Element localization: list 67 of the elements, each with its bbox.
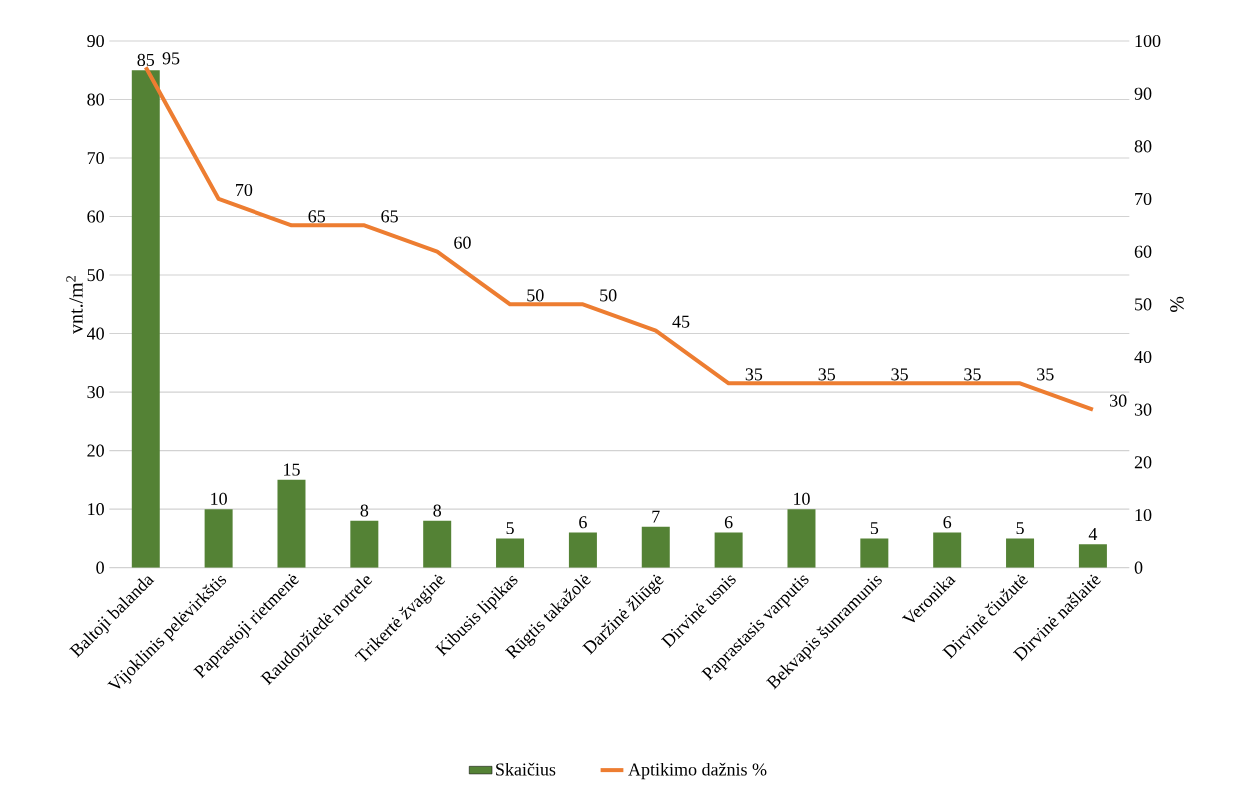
bar <box>714 532 743 568</box>
y2-tick-label: 50 <box>1135 298 1152 311</box>
y2-tick-label: 90 <box>1134 87 1152 100</box>
y2-tick-label: 40 <box>1134 350 1152 364</box>
y-tick-label: 30 <box>87 386 104 399</box>
y-tick-label: 0 <box>96 561 104 574</box>
data-label: 6 <box>579 516 587 529</box>
y2-tick-label: 0 <box>1134 561 1143 574</box>
data-label: 35 <box>745 368 763 381</box>
bar <box>423 520 452 568</box>
y-tick-label: 50 <box>87 268 104 282</box>
data-label: 70 <box>236 183 253 197</box>
y2-tick-label: 70 <box>1135 192 1152 206</box>
bar <box>277 479 306 568</box>
bar <box>933 532 962 568</box>
y2-tick-label: 60 <box>1134 245 1152 258</box>
data-label: 15 <box>284 463 300 476</box>
data-label: 10 <box>211 492 227 505</box>
bar <box>568 532 597 568</box>
data-label: 8 <box>433 504 442 517</box>
y2-tick-label: 100 <box>1135 34 1161 48</box>
legend-label: Aptikimo dažnis % <box>628 762 767 780</box>
bar <box>1006 538 1035 568</box>
bar <box>131 70 160 568</box>
bar <box>787 509 816 568</box>
data-label: 95 <box>162 52 180 65</box>
bar <box>1078 544 1107 568</box>
bar <box>496 538 525 568</box>
data-label: 4 <box>1088 528 1098 540</box>
y-tick-label: 80 <box>87 93 104 106</box>
y2-tick-label: 80 <box>1134 140 1152 153</box>
data-label: 8 <box>360 504 369 517</box>
data-label: 5 <box>1016 522 1024 535</box>
y-tick-label: 60 <box>87 210 104 223</box>
y-tick-label: 10 <box>88 503 104 516</box>
y-tick-label: 40 <box>86 327 104 340</box>
data-label: 35 <box>964 368 981 381</box>
data-label: 6 <box>943 516 952 529</box>
y2-axis-title: % <box>1170 296 1184 312</box>
data-label: 6 <box>724 516 733 529</box>
data-label: 35 <box>818 368 836 381</box>
data-label: 7 <box>652 510 660 523</box>
y2-tick-label: 10 <box>1135 508 1152 522</box>
legend-label: Skaičius <box>496 762 556 776</box>
data-label: 60 <box>454 236 471 249</box>
data-label: 5 <box>506 522 514 535</box>
data-label: 65 <box>308 210 326 223</box>
data-label: 50 <box>527 289 544 302</box>
data-label: 45 <box>672 315 690 328</box>
data-label: 10 <box>794 492 810 505</box>
data-label: 35 <box>1037 368 1054 381</box>
bar <box>641 526 670 568</box>
data-label: 35 <box>891 368 908 381</box>
bar <box>204 509 233 568</box>
data-label: 30 <box>1110 394 1127 407</box>
y-tick-label: 70 <box>87 151 104 165</box>
bar <box>350 520 379 568</box>
y-tick-label: 90 <box>87 34 104 48</box>
bar <box>860 538 889 568</box>
data-label: 85 <box>137 53 155 66</box>
data-label: 50 <box>600 289 617 302</box>
y-axis-title: vnt./m$^{2}$ <box>66 276 83 334</box>
data-label: 5 <box>870 522 879 535</box>
y-tick-label: 20 <box>87 444 104 457</box>
data-label: 65 <box>381 210 398 223</box>
y2-tick-label: 30 <box>1134 403 1152 416</box>
y2-tick-label: 20 <box>1134 456 1152 469</box>
